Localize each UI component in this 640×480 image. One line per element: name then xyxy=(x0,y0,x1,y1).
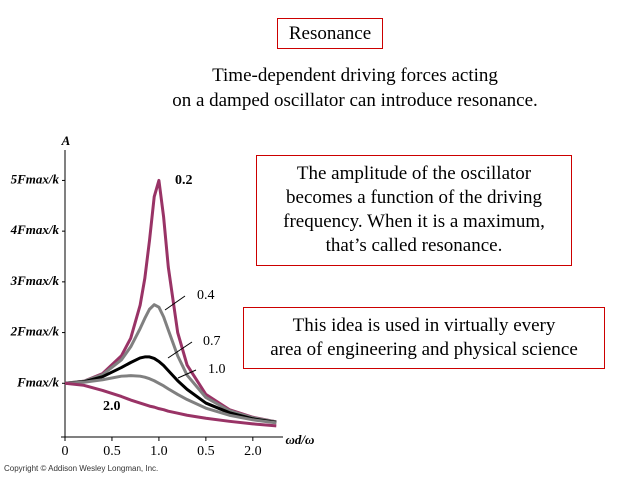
curve xyxy=(64,374,277,425)
curve-label: 0.2 xyxy=(175,173,193,188)
curve-label: 0.7 xyxy=(203,334,221,349)
leader-line xyxy=(167,341,193,359)
curve-label: 0.4 xyxy=(197,288,215,303)
y-tick-label: 2Fmax/k xyxy=(10,324,60,339)
x-axis-label: ωd/ω xyxy=(286,432,315,447)
subtitle: Time-dependent driving forces acting on … xyxy=(0,63,640,113)
curve xyxy=(64,303,277,424)
leader-line xyxy=(164,295,186,311)
title: Resonance xyxy=(288,23,372,44)
y-tick-label: 4Fmax/k xyxy=(10,222,60,237)
note-line: The amplitude of the oscillator xyxy=(296,163,532,184)
y-tick-label: Fmax/k xyxy=(16,374,59,389)
curve xyxy=(64,178,277,424)
x-tick-label: 0 xyxy=(62,444,69,459)
note-line: area of engineering and physical science xyxy=(270,339,578,360)
note-line: This idea is used in virtually every xyxy=(292,315,556,336)
x-tick-label: 0.5 xyxy=(103,444,121,459)
x-tick-label: 1.0 xyxy=(150,444,168,459)
curve-label: 2.0 xyxy=(103,399,121,414)
copyright: Copyright © Addison Wesley Longman, Inc. xyxy=(4,464,159,473)
note-box: This idea is used in virtually every are… xyxy=(243,307,605,369)
curve xyxy=(64,355,277,424)
note-line: that’s called resonance. xyxy=(325,235,503,256)
curve xyxy=(64,381,277,428)
x-tick-label: 0.5 xyxy=(197,444,215,459)
x-tick-label: 2.0 xyxy=(244,444,262,459)
subtitle-line: on a damped oscillator can introduce res… xyxy=(172,90,538,111)
note-line: becomes a function of the driving xyxy=(286,187,542,208)
note-box: The amplitude of the oscillator becomes … xyxy=(256,155,572,266)
note-line: frequency. When it is a maximum, xyxy=(283,211,545,232)
y-axis-label: A xyxy=(61,133,71,148)
leader-line xyxy=(177,369,197,379)
curve-label: 1.0 xyxy=(208,362,226,377)
y-tick-label: 5Fmax/k xyxy=(11,171,60,186)
subtitle-line: Time-dependent driving forces acting xyxy=(212,65,498,86)
title-box: Resonance xyxy=(277,18,383,49)
y-tick-label: 3Fmax/k xyxy=(10,273,60,288)
